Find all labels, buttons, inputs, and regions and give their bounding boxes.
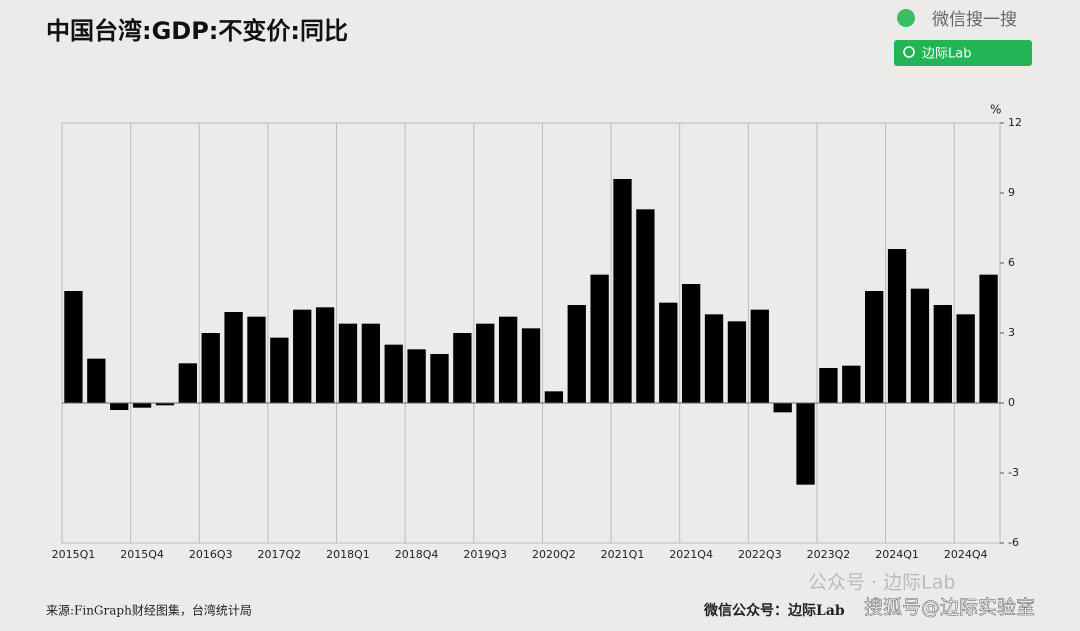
bar <box>293 309 312 403</box>
bar <box>178 363 197 403</box>
y-tick-label: 0 <box>1008 396 1015 409</box>
bar <box>315 307 335 403</box>
bar <box>659 302 678 403</box>
chart-title: 中国台湾:GDP:不变价:同比 <box>46 17 348 45</box>
x-tick-label: 2024Q4 <box>944 548 988 561</box>
x-tick-label: 2016Q3 <box>189 548 233 561</box>
y-tick-label: -6 <box>1008 536 1019 549</box>
bar <box>613 179 632 403</box>
x-tick-label: 2018Q1 <box>326 548 370 561</box>
search-icon <box>903 46 915 58</box>
bar <box>338 323 358 403</box>
x-tick-label: 2015Q1 <box>52 548 96 561</box>
y-unit: % <box>990 103 1001 117</box>
footer-right: 微信公众号：边际Lab <box>703 602 845 619</box>
bar <box>842 365 861 403</box>
x-tick-label: 2024Q1 <box>875 548 919 561</box>
bar <box>384 344 403 403</box>
bar <box>270 337 289 403</box>
bar <box>87 358 106 403</box>
bar <box>201 333 220 403</box>
bar <box>567 305 586 403</box>
bar <box>750 309 769 403</box>
bar <box>521 328 541 403</box>
y-tick-label: 6 <box>1008 256 1015 269</box>
bar <box>773 403 792 413</box>
bar <box>636 209 655 403</box>
search-watermark: 微信搜一搜 <box>932 10 1017 30</box>
bar <box>110 403 129 410</box>
x-tick-label: 2017Q2 <box>258 548 302 561</box>
x-tick-label: 2020Q2 <box>532 548 576 561</box>
bar <box>887 249 907 403</box>
bar <box>681 284 701 403</box>
y-tick-label: 12 <box>1008 116 1022 129</box>
bar <box>544 391 564 403</box>
x-tick-label: 2023Q2 <box>807 548 851 561</box>
y-tick-label: 9 <box>1008 186 1015 199</box>
bar <box>704 314 724 403</box>
bar <box>361 323 381 403</box>
bar <box>590 274 609 403</box>
bar <box>64 291 83 403</box>
bar <box>865 291 884 403</box>
bar <box>956 314 975 403</box>
bar <box>498 316 518 403</box>
bar <box>727 321 747 403</box>
y-tick-label: -3 <box>1008 466 1019 479</box>
source: 来源:FinGraph财经图集，台湾统计局 <box>46 603 252 618</box>
search-box <box>894 40 1032 66</box>
bar <box>430 354 449 403</box>
bar <box>155 403 175 406</box>
bar <box>132 403 152 408</box>
x-tick-label: 2018Q4 <box>395 548 439 561</box>
bar <box>247 316 266 403</box>
account-watermark: 公众号 · 边际Lab <box>808 572 955 594</box>
bar <box>979 274 998 403</box>
bar <box>453 333 472 403</box>
bar <box>933 305 952 403</box>
x-tick-label: 2021Q1 <box>601 548 645 561</box>
bar <box>910 288 930 403</box>
bar <box>796 403 815 485</box>
x-tick-label: 2019Q3 <box>463 548 507 561</box>
wechat-icon <box>897 9 915 27</box>
bar <box>476 323 495 403</box>
x-tick-label: 2015Q4 <box>120 548 164 561</box>
y-tick-label: 3 <box>1008 326 1015 339</box>
bar <box>407 349 426 403</box>
search-box-text: 边际Lab <box>922 47 971 62</box>
sohu-watermark: 搜狐号@边际实验室 <box>864 597 1035 619</box>
x-tick-label: 2022Q3 <box>738 548 782 561</box>
bar <box>224 312 243 403</box>
bar <box>819 368 838 403</box>
x-tick-label: 2021Q4 <box>669 548 713 561</box>
